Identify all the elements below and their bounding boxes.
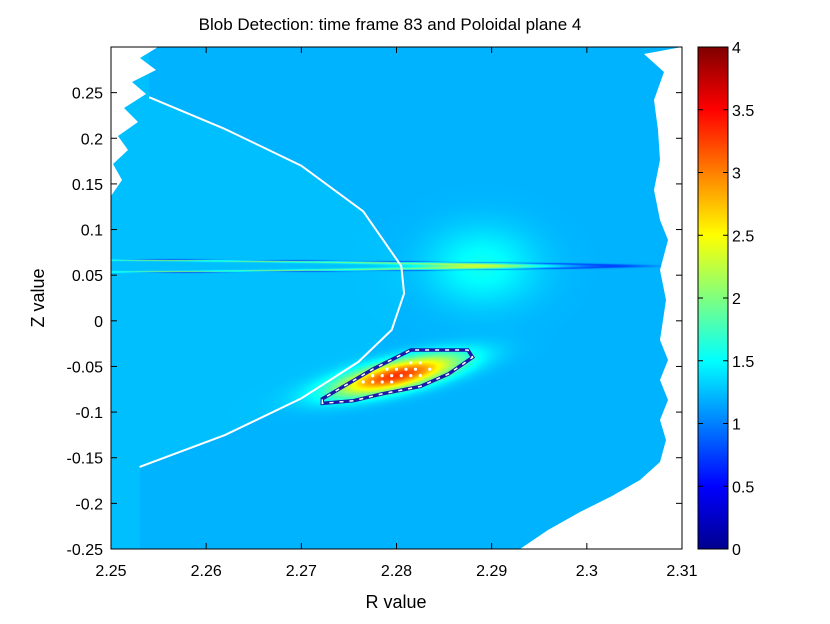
blob-point bbox=[404, 367, 408, 371]
right-empty-mask bbox=[520, 47, 682, 549]
y-tick-label: 0.2 bbox=[81, 131, 103, 148]
colorbar-ticks: 0 0.5 1 1.5 2 2.5 3 3.5 4 bbox=[698, 40, 754, 559]
y-tick-label: -0.05 bbox=[67, 359, 104, 376]
blob-point bbox=[428, 367, 432, 371]
blob-point bbox=[380, 374, 384, 378]
x-tick-label: 2.25 bbox=[95, 563, 126, 580]
x-tick-label: 2.28 bbox=[381, 563, 412, 580]
blob-contour-dashes bbox=[321, 349, 474, 405]
y-tick-label: 0.05 bbox=[72, 268, 103, 285]
x-tick-label: 2.31 bbox=[666, 563, 697, 580]
y-tick-label: 0.1 bbox=[81, 223, 103, 240]
y-axis-ticks: -0.25 -0.2 -0.15 -0.1 -0.05 0 0.05 0.1 0.15 0.2 0.… bbox=[67, 86, 682, 559]
blob-point bbox=[418, 361, 422, 365]
x-tick-label: 2.3 bbox=[576, 563, 598, 580]
colorbar-tick-label: 0.5 bbox=[732, 479, 754, 496]
colorbar-tick-label: 2.5 bbox=[732, 228, 754, 245]
plot-overlays bbox=[111, 47, 682, 549]
blob-point bbox=[371, 380, 375, 384]
chart-title: Blob Detection: time frame 83 and Poloid… bbox=[199, 15, 582, 34]
blob-point bbox=[409, 374, 413, 378]
x-tick-label: 2.26 bbox=[191, 563, 222, 580]
y-tick-label: 0.15 bbox=[72, 177, 103, 194]
separatrix-curve bbox=[139, 96, 406, 468]
blob-point bbox=[385, 367, 389, 371]
blob-point bbox=[413, 367, 418, 371]
blob-point bbox=[390, 380, 394, 384]
colorbar-tick-label: 2 bbox=[732, 291, 741, 308]
blob-point bbox=[399, 374, 403, 378]
heatmap-image bbox=[111, 47, 682, 549]
x-axis-ticks: 2.25 2.26 2.27 2.28 2.29 2.3 2.31 bbox=[95, 47, 698, 580]
x-axis-label: R value bbox=[365, 592, 426, 612]
blob-point bbox=[390, 374, 394, 378]
x-tick-label: 2.29 bbox=[476, 563, 507, 580]
colorbar-tick-label: 1 bbox=[732, 417, 741, 434]
colorbar-tick-label: 4 bbox=[732, 40, 741, 57]
blob-point bbox=[418, 374, 422, 378]
y-tick-label: -0.2 bbox=[75, 496, 103, 513]
colorbar-tick-label: 3 bbox=[732, 166, 741, 183]
blob-point bbox=[409, 361, 413, 365]
x-tick-label: 2.27 bbox=[286, 563, 317, 580]
y-tick-label: 0.25 bbox=[72, 86, 103, 103]
y-tick-label: -0.1 bbox=[75, 405, 103, 422]
heatmap-field bbox=[111, 47, 682, 549]
left-empty-mask bbox=[111, 47, 158, 549]
colorbar-tick-label: 1.5 bbox=[732, 354, 754, 371]
blob-point bbox=[394, 367, 399, 371]
colorbar-tick-label: 0 bbox=[732, 542, 741, 559]
y-tick-label: -0.15 bbox=[67, 451, 104, 468]
blob-point bbox=[371, 374, 375, 378]
y-tick-label: 0 bbox=[94, 314, 103, 331]
y-axis-label: Z value bbox=[28, 268, 48, 327]
colorbar-tick-label: 3.5 bbox=[732, 103, 754, 120]
blob-point bbox=[380, 380, 384, 384]
y-tick-label: -0.25 bbox=[67, 542, 104, 559]
blob-point bbox=[361, 380, 365, 384]
